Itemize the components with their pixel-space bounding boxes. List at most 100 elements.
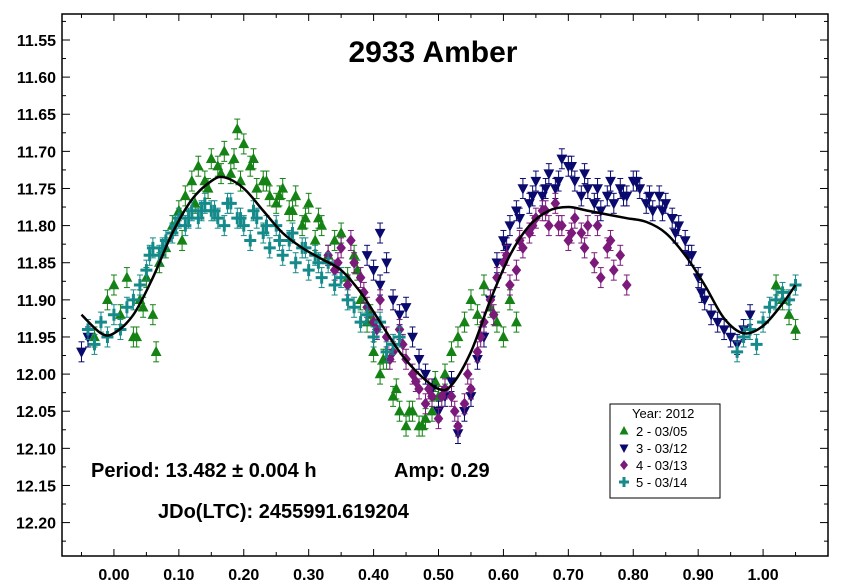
legend-marker-1	[619, 426, 629, 435]
y-tick-label: 12.15	[16, 478, 56, 495]
data-point	[420, 412, 431, 423]
data-point	[608, 199, 620, 210]
data-point	[423, 382, 434, 395]
data-point	[260, 219, 273, 232]
data-point	[783, 308, 795, 319]
data-point	[315, 271, 328, 284]
data-point	[355, 271, 366, 284]
data-point	[718, 325, 730, 336]
data-point	[744, 310, 756, 321]
data-point	[312, 256, 325, 269]
data-point	[608, 264, 619, 277]
data-point	[712, 317, 724, 329]
data-point	[349, 256, 359, 269]
data-point	[579, 241, 590, 254]
data-point	[296, 219, 308, 230]
data-point	[553, 176, 565, 188]
chart-title: 2933 Amber	[349, 36, 518, 69]
data-point	[569, 176, 581, 188]
data-point	[309, 234, 321, 245]
data-point	[462, 368, 473, 381]
data-point	[374, 280, 386, 291]
data-point	[790, 323, 801, 334]
data-point	[127, 293, 140, 306]
data-point	[244, 160, 256, 171]
data-point	[770, 293, 783, 306]
legend: Year: 2012 2 - 03/05 3 - 03/12 4 - 03/13 5 …	[609, 403, 721, 499]
data-point	[670, 228, 681, 240]
data-point	[316, 219, 328, 230]
data-point	[465, 293, 477, 305]
data-point	[186, 175, 198, 186]
data-point	[303, 197, 315, 208]
data-point	[647, 206, 659, 217]
data-point	[595, 206, 607, 217]
data-point	[498, 330, 509, 342]
data-point	[505, 279, 515, 291]
data-point	[750, 338, 763, 351]
data-point	[147, 308, 159, 319]
data-point	[429, 375, 441, 386]
data-point	[394, 310, 405, 321]
data-point	[776, 286, 789, 299]
data-point	[511, 316, 522, 327]
data-point	[150, 345, 162, 357]
period-annotation: Period: 13.482 ± 0.004 h	[91, 460, 317, 482]
y-tick-label: 11.90	[17, 293, 56, 310]
y-tick-label: 12.10	[16, 441, 56, 458]
data-point	[589, 256, 600, 269]
data-point	[592, 219, 603, 232]
data-point	[374, 228, 386, 240]
legend-label-2: 3 - 03/12	[636, 441, 687, 456]
data-point	[264, 189, 276, 201]
data-point	[380, 345, 393, 358]
data-point	[381, 330, 392, 343]
x-tick-label: 0.00	[98, 567, 129, 584]
data-point	[368, 345, 379, 357]
data-point	[101, 330, 114, 343]
data-point	[420, 397, 431, 410]
data-point	[582, 184, 594, 195]
data-point	[514, 213, 526, 225]
epoch-annotation: JDo(LTC): 2455991.619204	[158, 501, 410, 523]
y-tick-label: 12.00	[16, 367, 56, 384]
y-tick-label: 11.70	[17, 144, 56, 161]
data-point	[563, 234, 574, 247]
data-point	[618, 191, 629, 202]
data-point	[176, 234, 188, 245]
data-point	[523, 199, 535, 210]
data-point	[143, 249, 156, 262]
data-point	[108, 279, 120, 290]
data-point	[657, 206, 668, 217]
data-point	[413, 355, 425, 366]
data-point	[553, 219, 564, 232]
data-point	[355, 293, 367, 305]
x-tick-label: 0.40	[358, 567, 389, 584]
data-point	[215, 167, 227, 178]
data-point	[527, 191, 539, 202]
data-point	[361, 308, 374, 321]
data-point	[549, 184, 561, 195]
data-point	[576, 227, 587, 240]
data-point	[248, 152, 259, 163]
data-point	[416, 420, 428, 431]
data-point	[354, 316, 367, 329]
data-point	[274, 189, 285, 201]
data-point	[276, 249, 289, 262]
data-point	[231, 123, 243, 134]
data-point	[218, 145, 230, 156]
data-point	[115, 308, 126, 319]
series-1-points	[89, 118, 801, 437]
data-point	[263, 241, 276, 254]
data-point	[579, 169, 590, 180]
data-point	[459, 316, 470, 327]
data-point	[517, 184, 529, 195]
data-point	[133, 279, 146, 291]
data-point	[287, 204, 298, 215]
x-tick-label: 0.20	[228, 567, 259, 584]
data-point	[491, 258, 503, 269]
data-point	[228, 152, 240, 163]
data-point	[407, 368, 418, 381]
data-point	[452, 330, 464, 342]
legend-marker-4	[619, 477, 629, 487]
